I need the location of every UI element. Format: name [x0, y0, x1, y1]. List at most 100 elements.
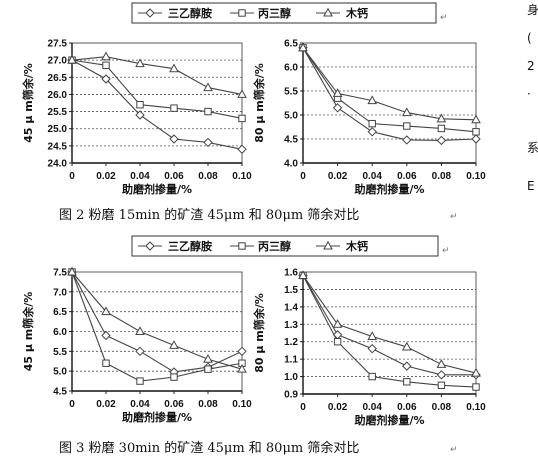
data-point-square: [136, 377, 144, 385]
series-line: [71, 59, 243, 119]
y-tick-label: 1.6: [284, 268, 298, 279]
data-point-triangle: [237, 89, 247, 98]
legend-marker-diamond: [145, 241, 155, 251]
data-point-square: [204, 365, 212, 373]
data-point-diamond: [135, 110, 145, 120]
edge-text-fragment: (: [527, 31, 532, 45]
data-point-square: [368, 372, 376, 381]
y-tick-label: 1.4: [284, 302, 298, 313]
y-tick-label: 5.0: [53, 367, 67, 378]
data-point-diamond: [101, 74, 111, 84]
x-tick-label: 0.06: [164, 171, 184, 182]
data-point-diamond: [332, 103, 343, 113]
y-tick-label: 1.5: [284, 285, 298, 296]
edge-text-fragment: 2: [527, 59, 535, 73]
caption-text: 图 3 粉磨 30min 的矿渣 45μm 和 80μm 筛余对比: [59, 440, 359, 456]
data-point-square: [333, 338, 342, 346]
data-point-square: [437, 381, 446, 389]
return-mark: ↵: [440, 13, 448, 23]
data-point-triangle: [367, 331, 378, 340]
x-tick-label: 0.06: [397, 171, 417, 182]
data-point-diamond: [436, 135, 447, 146]
series-丙三醇: [299, 271, 480, 391]
y-tick-label: 6.5: [284, 39, 298, 50]
edge-text-fragment: E: [527, 179, 535, 193]
return-mark: ↵: [442, 246, 450, 256]
data-point-triangle: [237, 363, 247, 373]
x-tick-label: 0.08: [198, 171, 218, 182]
chart-4: 0.9 1.0 1.1 1.2 1.3 1.4 1.5 1.6 0 0.02 0.04 0.06 0.0…: [252, 268, 486, 428]
series-三乙醇胺: [67, 267, 247, 377]
y-tick-label: 27.5: [48, 39, 68, 50]
data-point-square: [472, 383, 480, 391]
x-tick-label: 0.10: [232, 171, 252, 182]
y-tick-label: 6.5: [53, 307, 67, 318]
x-tick-label: 0.10: [232, 399, 252, 410]
x-tick-label: 0.08: [432, 402, 452, 413]
series-丙三醇: [68, 268, 246, 385]
x-tick-label: 0.06: [164, 399, 184, 410]
x-axis-title: 助磨剂掺量/%: [122, 410, 192, 424]
x-tick-label: 0.02: [328, 171, 348, 182]
legend-frame: [131, 235, 439, 257]
y-axis-title: 45 μ m筛余/%: [21, 292, 35, 372]
x-tick-label: 0.10: [466, 171, 486, 182]
data-point-triangle: [367, 95, 378, 105]
data-point-diamond: [402, 361, 412, 371]
series-木钙: [67, 266, 247, 373]
data-point-diamond: [135, 346, 145, 357]
data-point-diamond: [237, 144, 247, 154]
chart-2: 4.0 4.5 5.0 5.5 6.0 6.5 0 0.02 0.04 0.06 0.08 0.10 助…: [252, 39, 486, 197]
series-三乙醇胺: [298, 270, 481, 380]
y-tick-label: 6.0: [53, 327, 67, 338]
x-tick-label: 0.06: [397, 402, 417, 413]
data-point-square: [238, 114, 246, 123]
y-tick-label: 7.0: [53, 287, 67, 298]
y-tick-label: 5.5: [53, 347, 67, 358]
return-mark: ↵: [450, 445, 458, 455]
y-tick-label: 5.0: [284, 111, 298, 122]
data-point-square: [437, 124, 446, 133]
data-point-diamond: [332, 330, 343, 340]
data-point-triangle: [203, 354, 213, 363]
data-point-diamond: [471, 134, 481, 144]
y-tick-label: 1.0: [284, 372, 298, 383]
x-tick-label: 0.04: [130, 171, 150, 182]
data-point-triangle: [471, 114, 481, 124]
data-point-triangle: [471, 367, 481, 377]
data-point-square: [102, 61, 110, 69]
y-tick-label: 24.5: [48, 141, 68, 152]
data-point-triangle: [436, 359, 447, 368]
data-point-diamond: [436, 370, 447, 380]
x-tick-label: 0.08: [432, 171, 452, 182]
x-axis-title: 助磨剂掺量/%: [354, 182, 424, 196]
y-tick-label: 1.3: [284, 320, 298, 331]
data-point-square: [472, 128, 480, 136]
series-line: [71, 59, 243, 150]
legend-frame: [131, 2, 437, 24]
y-tick-label: 6.0: [284, 63, 298, 74]
series-三乙醇胺: [67, 55, 247, 154]
data-point-triangle: [67, 54, 77, 64]
y-tick-label: 26.5: [48, 73, 68, 84]
chart-1: 24.0 24.5 25.0 25.5 26.0 26.5 27.0 27.5 0 0.02 0.0…: [21, 39, 252, 197]
legend-label: 三乙醇胺: [168, 6, 212, 20]
series-line: [302, 275, 476, 376]
series-line: [71, 56, 243, 95]
legend-box: 三乙醇胺 丙三醇 木钙 ↵: [131, 2, 448, 24]
legend-label: 木钙: [345, 6, 368, 20]
plot-frame: [71, 42, 243, 164]
data-point-triangle: [135, 326, 145, 335]
x-tick-label: 0: [300, 171, 306, 182]
y-tick-label: 24.0: [48, 159, 68, 170]
data-point-triangle: [298, 270, 308, 279]
y-tick-label: 7.5: [53, 268, 67, 279]
series-line: [302, 47, 477, 141]
data-point-diamond: [367, 127, 377, 137]
x-tick-label: 0.04: [362, 171, 382, 182]
data-point-diamond: [169, 134, 179, 144]
plot-frame: [302, 42, 477, 164]
x-axis-title: 助磨剂掺量/%: [122, 182, 192, 196]
x-tick-label: 0.04: [362, 402, 382, 413]
